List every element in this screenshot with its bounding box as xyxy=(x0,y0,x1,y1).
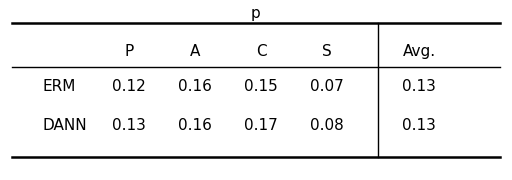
Text: A: A xyxy=(190,44,200,59)
Text: 0.08: 0.08 xyxy=(310,118,344,133)
Text: 0.07: 0.07 xyxy=(310,79,344,94)
Text: 0.12: 0.12 xyxy=(112,79,145,94)
Text: 0.15: 0.15 xyxy=(244,79,278,94)
Text: 0.16: 0.16 xyxy=(178,79,212,94)
Text: 0.13: 0.13 xyxy=(112,118,145,133)
Text: 0.16: 0.16 xyxy=(178,118,212,133)
Text: 0.13: 0.13 xyxy=(402,79,436,94)
Text: DANN: DANN xyxy=(42,118,87,133)
Text: P: P xyxy=(124,44,133,59)
Text: p: p xyxy=(251,6,261,21)
Text: 0.13: 0.13 xyxy=(402,118,436,133)
Text: ERM: ERM xyxy=(42,79,75,94)
Text: C: C xyxy=(256,44,266,59)
Text: 0.17: 0.17 xyxy=(244,118,278,133)
Text: Avg.: Avg. xyxy=(402,44,436,59)
Text: S: S xyxy=(323,44,332,59)
